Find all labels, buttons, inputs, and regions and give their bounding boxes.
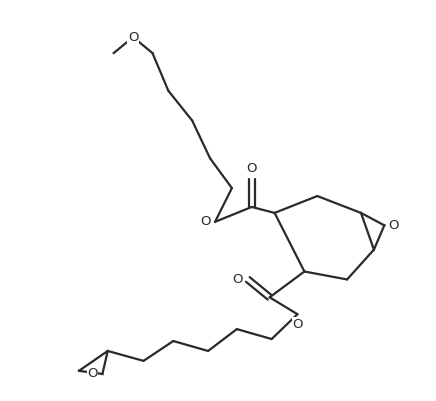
Text: O: O bbox=[388, 219, 399, 232]
Text: O: O bbox=[246, 162, 257, 175]
Text: O: O bbox=[233, 273, 243, 286]
Text: O: O bbox=[128, 30, 138, 44]
Text: O: O bbox=[200, 215, 210, 228]
Text: O: O bbox=[292, 318, 303, 331]
Text: O: O bbox=[87, 367, 98, 381]
